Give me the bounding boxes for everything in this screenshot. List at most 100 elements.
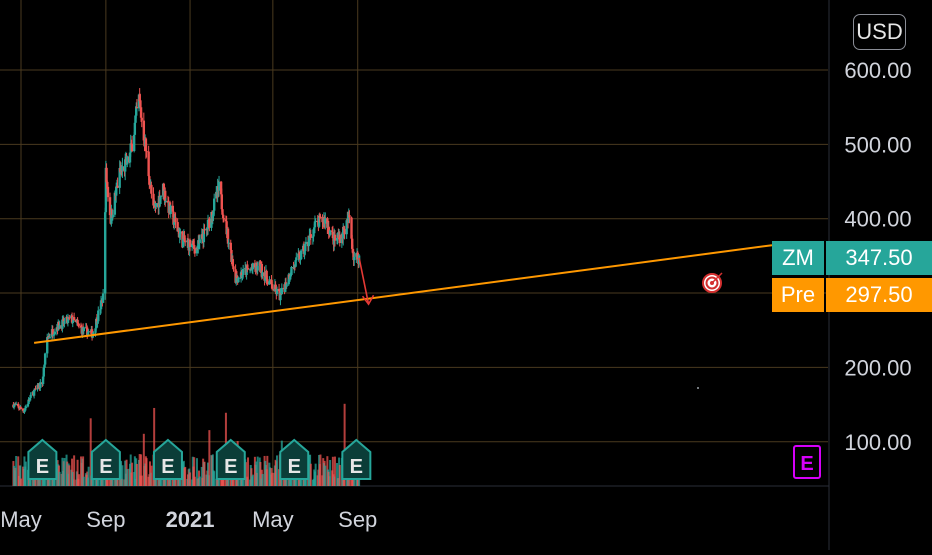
- drawings[interactable]: [33, 244, 773, 389]
- candle-body: [172, 211, 175, 225]
- candle-body: [319, 216, 322, 218]
- volume-bar: [77, 474, 80, 486]
- candle-body: [225, 221, 228, 235]
- candle-body: [347, 215, 350, 223]
- volume-bar: [244, 462, 247, 486]
- candle-body: [265, 270, 268, 280]
- volume-bar: [203, 461, 206, 486]
- earnings-marker[interactable]: E: [279, 438, 310, 480]
- candle-body: [203, 229, 206, 231]
- earnings-marker[interactable]: E: [152, 438, 183, 480]
- candle-body: [331, 231, 335, 235]
- candle-body: [206, 219, 210, 230]
- candle-body: [246, 268, 250, 270]
- candle-body: [82, 327, 85, 332]
- candle-body: [137, 94, 141, 109]
- candle-body: [229, 242, 232, 250]
- volume-bar: [17, 456, 20, 486]
- candle-body: [19, 407, 23, 409]
- candle-body: [356, 252, 359, 260]
- earnings-marker[interactable]: E: [341, 438, 372, 480]
- volume-bar: [331, 456, 334, 486]
- candle-body: [342, 228, 346, 230]
- candle-body: [222, 218, 226, 220]
- volume-bar: [193, 476, 196, 486]
- candle-body: [335, 238, 339, 241]
- candle-body: [343, 229, 346, 235]
- volume-bar: [309, 463, 312, 486]
- candle-body: [159, 195, 163, 197]
- candle-body: [103, 212, 107, 294]
- candle-body: [313, 221, 317, 228]
- candle-body: [97, 310, 100, 322]
- candle-body: [120, 170, 123, 172]
- candle-body: [352, 251, 355, 261]
- volume-bar: [34, 475, 37, 486]
- candle-body: [41, 376, 45, 384]
- candle-body: [277, 288, 281, 292]
- upcoming-earnings-marker[interactable]: E: [793, 445, 821, 479]
- candle-body: [213, 198, 216, 211]
- candle-body: [66, 318, 70, 323]
- candle-body: [241, 274, 244, 277]
- earnings-marker[interactable]: E: [90, 438, 121, 480]
- candle-body: [322, 222, 325, 224]
- volume-bar: [133, 456, 136, 486]
- candle-body: [211, 214, 215, 218]
- candle-body: [17, 403, 20, 407]
- trendline-price-label: Pre 297.50: [772, 277, 932, 312]
- candle-body: [28, 397, 32, 401]
- candle-body: [17, 406, 21, 409]
- candle-body: [33, 388, 36, 391]
- volume-bar: [206, 462, 209, 486]
- candle-body: [260, 263, 264, 276]
- volume-bar: [256, 456, 259, 486]
- candle-body: [92, 332, 95, 335]
- candle-body: [237, 277, 240, 283]
- volume-bar: [120, 460, 123, 486]
- y-axis[interactable]: 600.00 500.00 400.00 200.00 100.00: [844, 58, 911, 455]
- candle-body: [115, 186, 118, 196]
- candle-body: [253, 263, 257, 268]
- earnings-marker[interactable]: E: [215, 438, 246, 480]
- candle-body: [299, 259, 302, 261]
- candle-body: [121, 166, 124, 171]
- volume-bar: [271, 472, 274, 486]
- candle-body: [94, 328, 97, 333]
- candle-body: [351, 248, 355, 252]
- candle-body: [164, 200, 168, 202]
- candle-body: [220, 194, 223, 210]
- candle-body: [99, 309, 102, 311]
- candle-body: [353, 256, 356, 261]
- candle-body: [171, 205, 174, 212]
- candle-body: [111, 214, 114, 218]
- earnings-marker[interactable]: E: [27, 438, 58, 480]
- volume-bar: [142, 433, 145, 486]
- candle-body: [181, 238, 185, 248]
- candle-body: [285, 284, 288, 287]
- volume-bar: [338, 464, 341, 486]
- candle-body: [188, 239, 192, 248]
- ticker-tag: ZM: [772, 240, 824, 275]
- volume-bar: [324, 465, 327, 486]
- volume-bar: [135, 463, 138, 486]
- volume-bar: [129, 454, 132, 486]
- candle-body: [155, 203, 158, 207]
- candle-body: [86, 332, 90, 337]
- candlesticks: [12, 88, 361, 414]
- x-axis[interactable]: May Sep 2021 May Sep: [0, 507, 377, 532]
- candle-body: [139, 107, 143, 118]
- candle-body: [190, 243, 194, 248]
- volume-bar: [200, 466, 203, 486]
- projection-arrowhead: [361, 294, 375, 306]
- volume-bar: [24, 461, 27, 486]
- candle-body: [113, 192, 117, 215]
- currency-button[interactable]: USD: [853, 14, 906, 50]
- y-tick-label: 400.00: [844, 207, 911, 232]
- candle-body: [321, 217, 324, 223]
- candle-body: [264, 277, 267, 281]
- candle-body: [348, 215, 351, 218]
